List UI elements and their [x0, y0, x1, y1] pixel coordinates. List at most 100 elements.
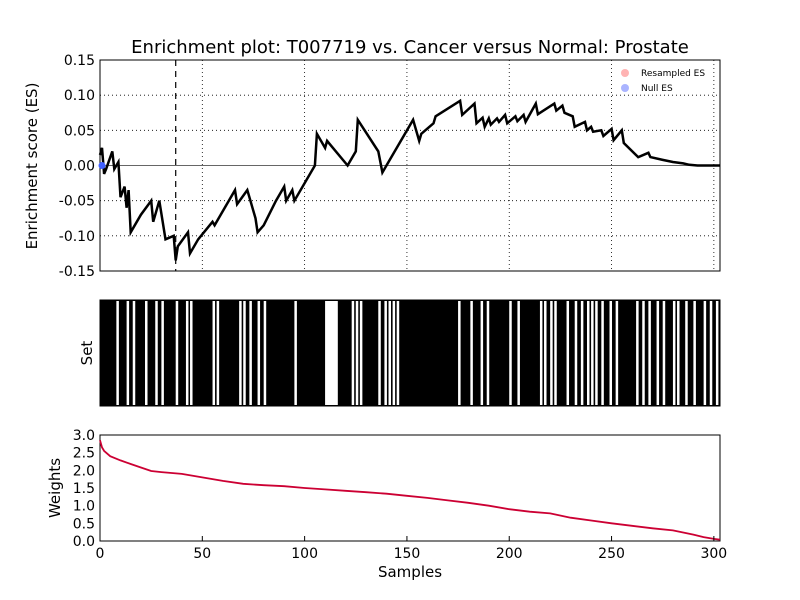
set-gap	[132, 301, 136, 405]
es-y-tick-label: -0.15	[59, 264, 95, 280]
weights-line	[99, 440, 721, 541]
set-gap	[601, 301, 604, 405]
set-gap	[351, 301, 355, 405]
weights-y-tick-label: 1.5	[73, 481, 95, 497]
set-gap	[591, 301, 594, 405]
weights-y-tick-label: 0.0	[73, 534, 95, 550]
set-gap	[703, 301, 707, 405]
set-gap	[243, 301, 246, 405]
set-panel: Set	[78, 299, 721, 407]
resampled-es-legend-marker	[621, 69, 629, 77]
set-gap	[175, 301, 179, 405]
null-es-point	[98, 162, 106, 169]
set-gap	[378, 301, 381, 405]
set-gap	[636, 301, 639, 405]
set-gap	[554, 301, 557, 405]
set-gap	[480, 301, 484, 405]
set-gap	[359, 301, 363, 405]
resampled-es-legend-label: Resampled ES	[641, 69, 705, 79]
es-panel: 0.15 0.10 0.05 0.00 -0.05 -0.10 -0.15 Enrichme…	[23, 53, 721, 280]
set-gap	[335, 301, 338, 405]
set-gap	[263, 301, 267, 405]
weights-y-axis-label: Weights	[46, 458, 64, 518]
null-es-legend-marker	[621, 84, 629, 92]
es-y-tick-label: 0.15	[64, 53, 95, 69]
set-gap	[396, 301, 400, 405]
set-gap	[216, 301, 220, 405]
es-legend: Resampled ES Null ES	[621, 69, 705, 94]
set-gap	[161, 301, 164, 405]
set-frame	[99, 299, 721, 407]
set-gap	[190, 301, 193, 405]
set-gap	[145, 301, 148, 405]
weights-x-tick-label: 300	[700, 546, 727, 562]
set-gap	[239, 301, 242, 405]
set-gap	[325, 301, 328, 405]
set-gap	[662, 301, 666, 405]
es-y-tick-label: -0.10	[59, 229, 95, 245]
set-gap	[327, 301, 330, 405]
set-gap	[126, 301, 130, 405]
set-gap	[470, 301, 473, 405]
set-gap	[715, 301, 719, 405]
weights-x-tick-label: 0	[96, 546, 105, 562]
set-gaps	[116, 301, 719, 405]
set-gap	[566, 301, 570, 405]
set-gap	[249, 301, 252, 405]
set-gap	[693, 301, 696, 405]
set-gap	[672, 301, 676, 405]
samples-x-axis-label: Samples	[378, 563, 442, 581]
es-y-tick-label: 0.10	[64, 88, 95, 104]
weights-y-tick-label: 3.0	[73, 428, 95, 444]
set-gap	[392, 301, 396, 405]
weights-x-tick-label: 50	[193, 546, 211, 562]
set-gap	[615, 301, 619, 405]
set-gap	[539, 301, 543, 405]
set-gap	[388, 301, 392, 405]
weights-y-tick-label: 2.5	[73, 446, 95, 462]
weights-x-tick-label: 200	[496, 546, 523, 562]
set-gap	[685, 301, 688, 405]
es-y-axis-label: Enrichment score (ES)	[23, 83, 41, 250]
set-gap	[609, 301, 613, 405]
set-gap	[656, 301, 660, 405]
weights-y-tick-label: 1.0	[73, 499, 95, 515]
set-gap	[574, 301, 578, 405]
es-y-tick-label: -0.05	[59, 194, 95, 210]
set-gap	[185, 301, 189, 405]
set-gap	[155, 301, 158, 405]
set-gap	[544, 301, 547, 405]
es-gridlines	[100, 60, 720, 271]
weights-x-tick-label: 250	[598, 546, 625, 562]
set-gap	[677, 301, 680, 405]
set-gap	[257, 301, 261, 405]
set-gap	[116, 301, 119, 405]
es-y-tick-label: 0.00	[64, 159, 95, 175]
es-y-tick-labels: 0.15 0.10 0.05 0.00 -0.05 -0.10 -0.15	[59, 53, 95, 280]
weights-y-tick-label: 2.0	[73, 463, 95, 479]
es-line	[98, 98, 720, 261]
set-gap	[212, 301, 216, 405]
set-barcode	[99, 299, 721, 407]
weights-x-tick-labels: 0 50 100 150 200 250 300	[96, 536, 727, 562]
set-gap	[709, 301, 713, 405]
set-gap	[329, 301, 332, 405]
weights-panel: 3.0 2.52.0 1.5 1.00.5 0.0 0 50 100 150 200 250 300…	[46, 428, 727, 581]
weights-x-tick-label: 100	[291, 546, 318, 562]
set-gap	[333, 301, 336, 405]
set-gap	[517, 301, 520, 405]
set-gap	[550, 301, 553, 405]
set-gap	[648, 301, 651, 405]
weights-x-tick-label: 150	[394, 546, 421, 562]
set-gap	[384, 301, 387, 405]
set-gap	[580, 301, 584, 405]
set-gap	[509, 301, 512, 405]
set-gap	[355, 301, 359, 405]
set-gap	[586, 301, 590, 405]
set-gap	[294, 301, 297, 405]
set-gap	[642, 301, 645, 405]
set-gap	[458, 301, 461, 405]
set-gap	[595, 301, 598, 405]
weights-y-tick-label: 0.5	[73, 516, 95, 532]
